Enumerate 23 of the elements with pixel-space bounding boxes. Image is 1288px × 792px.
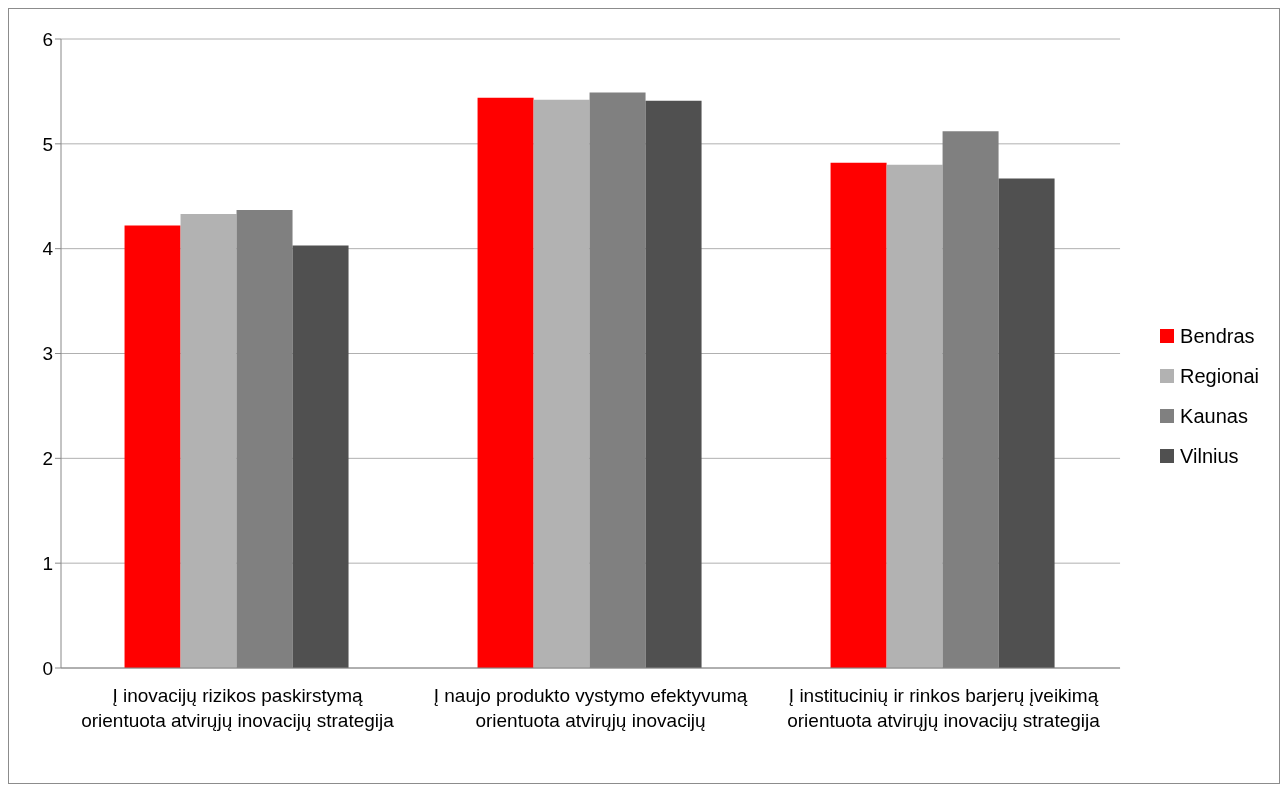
bar bbox=[645, 100, 702, 668]
bar bbox=[477, 97, 534, 668]
x-tick-label: Į institucinių ir rinkos barjerų įveikimą orientuota atvirųjų inovacijų strategija bbox=[787, 685, 1101, 731]
bar bbox=[180, 214, 237, 668]
y-tick-label: 3 bbox=[42, 343, 53, 365]
bar bbox=[886, 164, 943, 668]
x-tick-label: Į naujo produkto vystymo efektyvumą orientuota atvirųjų inovacijų bbox=[433, 685, 748, 731]
y-tick-label: 2 bbox=[42, 448, 53, 470]
bar bbox=[292, 245, 349, 668]
y-tick-label: 0 bbox=[42, 657, 53, 679]
bar bbox=[533, 99, 590, 668]
bar bbox=[998, 178, 1055, 668]
legend-label: Bendras bbox=[1180, 324, 1255, 349]
y-tick-label: 6 bbox=[42, 28, 53, 50]
y-tick-label: 1 bbox=[42, 552, 53, 574]
y-tick-label: 5 bbox=[42, 133, 53, 155]
bar bbox=[124, 225, 181, 668]
y-tick-label: 4 bbox=[42, 238, 54, 260]
legend-label: Kaunas bbox=[1180, 404, 1248, 429]
legend-label: Vilnius bbox=[1180, 444, 1239, 469]
x-tick-label: Į inovacijų rizikos paskirstymą orientuota atvirųjų inovacijų strategija bbox=[81, 685, 395, 731]
bar bbox=[830, 162, 887, 668]
legend-label: Regionai bbox=[1180, 364, 1259, 389]
